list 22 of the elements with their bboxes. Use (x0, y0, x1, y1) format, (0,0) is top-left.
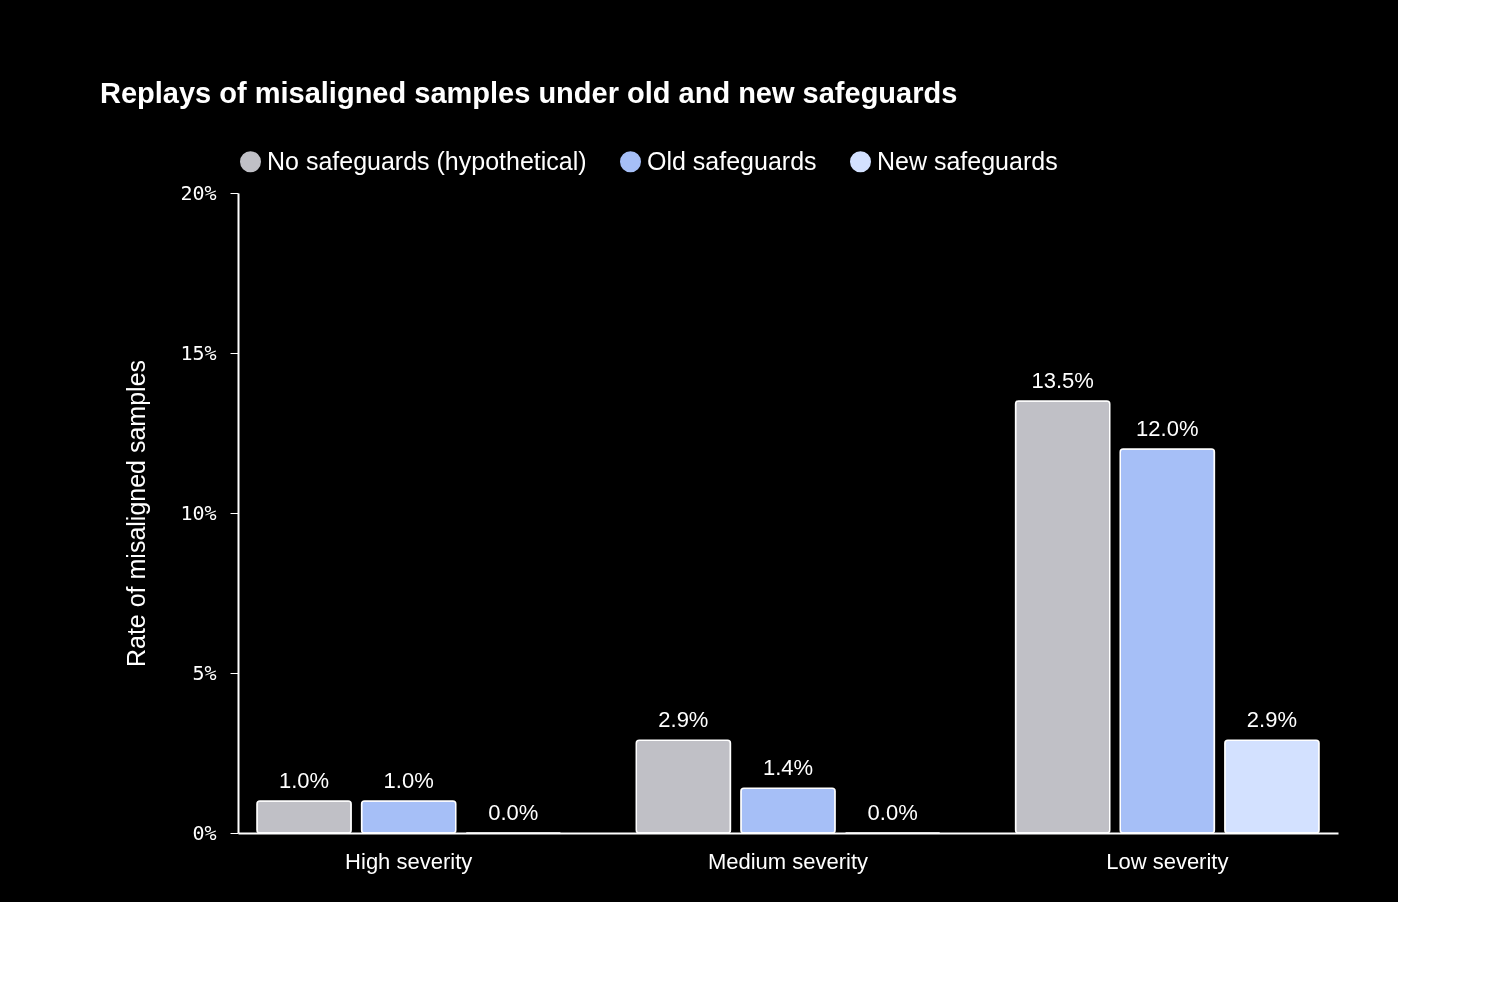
data-label: 1.0% (383, 768, 434, 793)
x-tick-label: High severity (345, 848, 473, 874)
data-label: 12.0% (1136, 416, 1199, 441)
legend-label: New safeguards (877, 146, 1058, 175)
data-label: 2.9% (658, 707, 709, 733)
data-label: 13.5% (1031, 368, 1094, 393)
legend-label: No safeguards (hypothetical) (267, 146, 587, 175)
y-tick-label: 0% (192, 820, 217, 845)
x-tick-label: Low severity (1106, 848, 1229, 874)
data-label: 0.0% (488, 800, 539, 825)
data-label: 1.0% (278, 768, 330, 793)
y-tick-label: 15% (180, 340, 217, 365)
data-label: 1.4% (762, 755, 814, 781)
data-label: 2.9% (1246, 707, 1298, 733)
y-tick-label: 10% (180, 500, 217, 525)
data-label: 0.0% (867, 800, 918, 825)
y-tick-label: 5% (192, 660, 217, 685)
y-tick-label: 20% (180, 180, 217, 205)
legend-label: Old safeguards (647, 146, 817, 175)
chart-title: Replays of misaligned samples under old and new safeguards (100, 77, 958, 109)
x-tick-label: Medium severity (707, 848, 869, 874)
y-axis-title: Rate of misaligned samples (122, 359, 151, 668)
